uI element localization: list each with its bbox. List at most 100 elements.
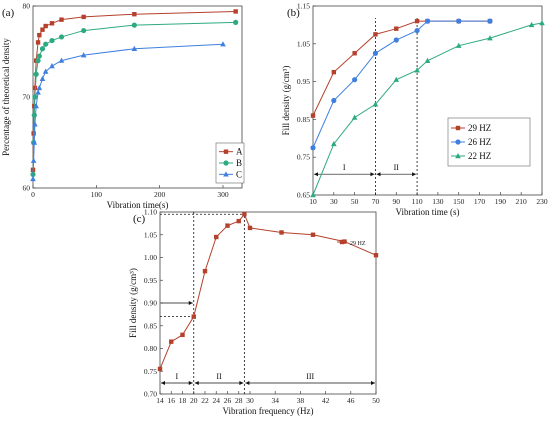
data-point xyxy=(33,103,39,109)
data-point xyxy=(352,51,357,56)
x-tick-label: 18 xyxy=(179,396,187,405)
chart-panel-2: (c) 14 16 18 20 22 24 26 28 30 34 38 42 46 50 0.70 0.75 0… xyxy=(128,208,380,417)
y-tick-label: 0.80 xyxy=(144,344,157,353)
x-tick-label: 26 xyxy=(224,396,232,405)
data-point xyxy=(310,113,316,118)
legend: 29 HZ 26 HZ 22 HZ xyxy=(447,117,531,167)
data-point xyxy=(180,332,185,338)
x-tick-label: 210 xyxy=(516,197,528,206)
legend-label: A xyxy=(236,147,243,157)
data-point xyxy=(169,339,174,344)
x-tick-label: 90 xyxy=(393,197,401,206)
data-point xyxy=(331,140,337,147)
x-tick-label: 30 xyxy=(330,197,338,206)
phase-label: III xyxy=(306,372,314,381)
data-point xyxy=(40,27,45,32)
data-point xyxy=(131,45,138,51)
data-point xyxy=(33,71,39,77)
series-0 xyxy=(30,9,238,172)
y-tick-label: 0.95 xyxy=(297,77,310,86)
data-point xyxy=(81,27,87,34)
legend: ABC xyxy=(215,142,245,184)
phase-arrowhead-right xyxy=(188,381,193,385)
x-tick-label: 130 xyxy=(432,197,444,206)
legend: 29 HZ xyxy=(337,239,366,247)
data-point xyxy=(191,314,196,319)
series-0 xyxy=(310,18,493,118)
data-point xyxy=(39,75,46,81)
x-tick-label: 42 xyxy=(322,396,330,405)
data-point xyxy=(32,121,38,127)
data-point xyxy=(35,58,41,64)
data-point xyxy=(81,14,86,20)
data-point xyxy=(310,145,316,151)
y-tick-label: 1.15 xyxy=(297,2,310,11)
data-point xyxy=(30,175,36,182)
data-point xyxy=(32,94,38,100)
panel-label: (b) xyxy=(287,7,300,19)
data-point xyxy=(456,18,462,24)
data-point xyxy=(331,97,337,104)
x-tick-label: 24 xyxy=(213,396,221,405)
series-line xyxy=(32,43,224,179)
phase-arrowhead-left xyxy=(194,381,199,385)
data-point xyxy=(35,40,41,45)
x-tick-label: 200 xyxy=(154,190,166,199)
series-line xyxy=(159,213,377,370)
series-2 xyxy=(30,41,226,182)
panel-label: (c) xyxy=(133,213,146,225)
legend-label: C xyxy=(236,169,242,179)
plot-frame xyxy=(32,5,243,189)
data-point xyxy=(528,21,535,28)
phase-label: II xyxy=(394,163,400,172)
x-tick-label: 14 xyxy=(156,396,164,405)
x-tick-label: 38 xyxy=(297,396,305,405)
x-tick-label: 50 xyxy=(372,396,380,405)
data-point xyxy=(414,27,420,34)
phase-arrowhead-left xyxy=(376,172,381,177)
phase-label: I xyxy=(343,163,346,172)
chart-panel-0: (a) 0 100 200 300 60 70 80 Vibration time(s) Perc… xyxy=(1,2,245,210)
data-point xyxy=(424,57,431,64)
legend-marker xyxy=(223,149,229,154)
legend-marker xyxy=(455,153,461,159)
data-point xyxy=(132,11,137,17)
data-point xyxy=(157,366,163,372)
data-point xyxy=(424,18,431,24)
x-tick-label: 28 xyxy=(235,396,243,405)
y-axis-label: Fill density (g/cm³) xyxy=(128,268,138,338)
legend-label: 26 HZ xyxy=(468,137,491,147)
data-point xyxy=(236,218,241,224)
data-point xyxy=(331,69,337,75)
series-line xyxy=(312,20,490,116)
data-point xyxy=(414,67,420,73)
x-tick-label: 300 xyxy=(217,190,229,199)
data-point xyxy=(131,22,137,28)
phase-arrowhead-left xyxy=(245,381,250,385)
x-tick-label: 100 xyxy=(91,190,103,199)
y-tick-label: 1.00 xyxy=(144,253,157,262)
data-point xyxy=(414,18,420,24)
data-point xyxy=(233,19,239,25)
data-point xyxy=(36,84,43,91)
data-point xyxy=(36,53,42,59)
x-tick-label: 0 xyxy=(31,190,35,199)
data-point xyxy=(394,26,399,31)
data-point xyxy=(393,37,399,43)
series-1 xyxy=(30,19,239,177)
data-point xyxy=(279,230,284,235)
x-tick-label: 20 xyxy=(190,396,198,405)
x-tick-label: 34 xyxy=(271,396,279,405)
y-tick-label: 0.65 xyxy=(297,191,310,200)
y-tick-label: 0.85 xyxy=(144,321,157,330)
x-tick-label: 170 xyxy=(474,197,486,206)
legend-marker xyxy=(339,239,345,245)
data-point xyxy=(455,42,462,48)
phase-arrowhead-right xyxy=(188,301,193,305)
x-tick-label: 70 xyxy=(372,197,380,206)
phase-arrowhead-left xyxy=(314,172,318,177)
data-point xyxy=(220,41,226,47)
x-tick-label: 30 xyxy=(246,396,254,405)
y-tick-label: 60 xyxy=(23,184,31,193)
